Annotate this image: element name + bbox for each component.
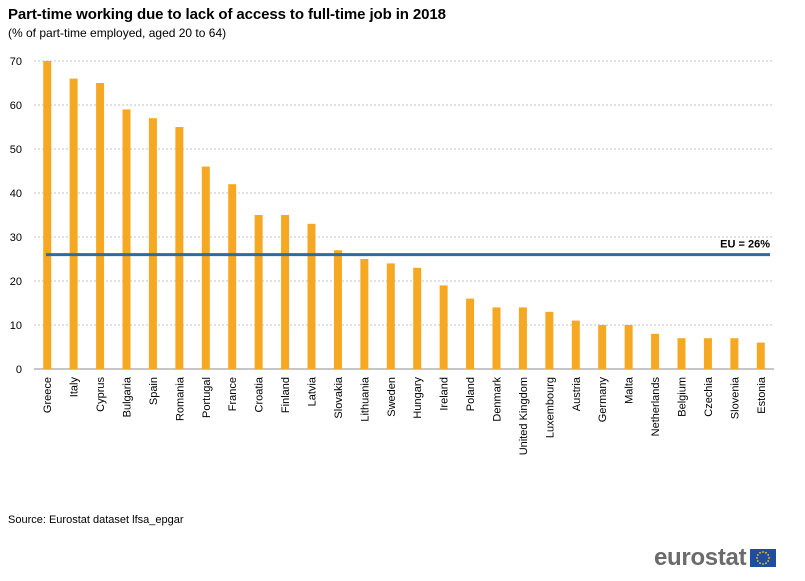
x-tick-label: Latvia	[307, 376, 319, 406]
bar	[43, 61, 52, 369]
x-tick-label: Bulgaria	[122, 376, 134, 417]
bar	[598, 325, 607, 369]
bar	[69, 78, 78, 369]
bar	[96, 83, 105, 369]
bar	[730, 338, 739, 369]
x-tick-label: Italy	[69, 377, 81, 398]
bar	[439, 285, 448, 369]
logo-text: eurostat	[654, 544, 747, 571]
x-tick-label: Lithuania	[359, 376, 371, 422]
chart-title: Part-time working due to lack of access …	[8, 6, 446, 23]
x-tick-label: Sweden	[386, 377, 398, 417]
x-tick-label: Luxembourg	[544, 377, 556, 438]
eu-average-label: EU = 26%	[720, 239, 770, 251]
bar	[466, 298, 475, 369]
y-tick-label: 10	[10, 320, 22, 332]
bar	[386, 263, 395, 369]
x-tick-label: Romania	[174, 376, 186, 421]
bar	[122, 109, 131, 370]
y-tick-label: 50	[10, 144, 22, 156]
x-tick-label: Austria	[571, 376, 583, 411]
bar	[492, 307, 501, 369]
x-tick-label: Spain	[148, 377, 160, 405]
bar	[545, 311, 554, 369]
eu-flag-icon	[750, 549, 777, 567]
x-tick-label: Belgium	[677, 377, 689, 417]
source-note: Source: Eurostat dataset lfsa_epgar	[8, 514, 184, 526]
chart-subtitle: (% of part-time employed, aged 20 to 64)	[8, 26, 227, 40]
bar	[201, 166, 210, 369]
x-tick-label: Croatia	[254, 376, 266, 412]
x-tick-label: Germany	[597, 377, 609, 423]
x-tick-label: Estonia	[756, 376, 768, 414]
x-tick-label: Czechia	[703, 376, 715, 417]
bar	[756, 342, 765, 369]
y-tick-label: 20	[10, 276, 22, 288]
x-tick-label: Denmark	[492, 377, 504, 422]
x-tick-label: Malta	[624, 376, 636, 404]
bar	[307, 223, 316, 369]
x-tick-label: Ireland	[439, 377, 451, 411]
y-tick-label: 30	[10, 232, 22, 244]
x-tick-label: United Kingdom	[518, 377, 530, 455]
bar	[518, 307, 527, 369]
bar	[281, 215, 290, 369]
bar	[413, 267, 422, 369]
bar-chart: 0 10 20 30 40 50 60 70 Greece Italy Cyprus Bulgaria…	[10, 56, 774, 455]
x-tick-label: Hungary	[412, 377, 424, 419]
x-tick-label: Finland	[280, 377, 292, 413]
x-tick-label: Cyprus	[95, 377, 107, 412]
bar	[254, 215, 263, 369]
bar	[333, 250, 342, 369]
bar	[175, 127, 184, 369]
bar	[624, 325, 633, 369]
y-tick-label: 70	[10, 56, 22, 68]
y-tick-label: 0	[16, 364, 22, 376]
x-tick-label: Portugal	[201, 377, 213, 418]
eurostat-logo: eurostat	[654, 544, 777, 572]
bar	[703, 338, 712, 369]
y-tick-label: 40	[10, 188, 22, 200]
y-tick-label: 60	[10, 100, 22, 112]
bar	[228, 184, 237, 369]
x-tick-label: Netherlands	[650, 377, 662, 437]
bar	[651, 333, 660, 369]
bar	[677, 338, 686, 369]
bar	[571, 320, 580, 369]
x-tick-label: Greece	[42, 377, 54, 413]
bar	[148, 118, 157, 369]
x-tick-label: Slovenia	[729, 376, 741, 419]
x-tick-label: France	[227, 377, 239, 411]
bar	[360, 259, 369, 369]
x-tick-label: Slovakia	[333, 376, 345, 418]
x-tick-label: Poland	[465, 377, 477, 411]
